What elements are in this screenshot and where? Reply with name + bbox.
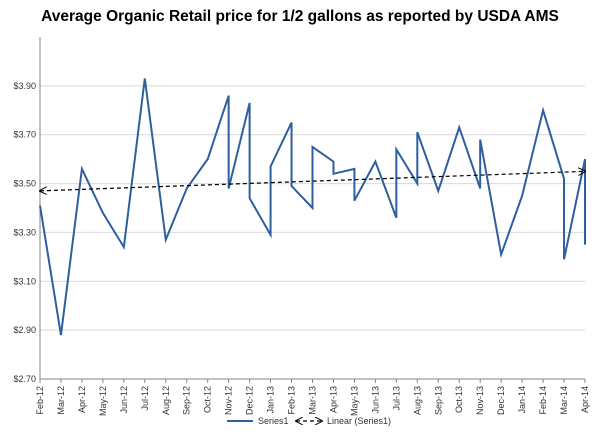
- x-tick-label: Jan-14: [517, 386, 527, 414]
- y-tick-label: $3.30: [13, 227, 36, 237]
- x-tick-label: Mar-12: [56, 386, 66, 415]
- y-tick-label: $2.90: [13, 325, 36, 335]
- x-tick-label: Feb-13: [287, 386, 297, 415]
- x-tick-label: Apr-13: [328, 386, 338, 413]
- x-tick-label: Jun-13: [370, 386, 380, 414]
- x-tick-label: Jun-12: [119, 386, 129, 414]
- y-tick-label: $3.90: [13, 81, 36, 91]
- series-lines: [39, 78, 586, 336]
- y-tick-label: $3.70: [13, 130, 36, 140]
- x-tick-label: May-12: [98, 386, 108, 416]
- y-tick-label: $3.50: [13, 179, 36, 189]
- x-tick-label: Mar-14: [559, 386, 569, 415]
- x-tick-label: Sep-12: [182, 386, 192, 415]
- x-tick-label: Dec-13: [496, 386, 506, 415]
- legend: Series1 Linear (Series1): [227, 416, 391, 426]
- x-tick-label: Nov-13: [475, 386, 485, 415]
- x-tick-label: Mar-13: [308, 386, 318, 415]
- series1-line: [39, 78, 586, 336]
- x-tick-label: May-13: [349, 386, 359, 416]
- x-tick-label: Nov-12: [224, 386, 234, 415]
- chart-title: Average Organic Retail price for 1/2 gal…: [41, 8, 559, 25]
- axes: [39, 37, 586, 383]
- x-axis-tick-labels: Feb-12 Mar-12 Apr-12 May-12 Jun-12 Jul-12 Aug-…: [35, 386, 590, 416]
- x-tick-label: Sep-13: [433, 386, 443, 415]
- x-tick-label: Feb-12: [35, 386, 45, 415]
- x-tick-label: Jan-13: [266, 386, 276, 414]
- x-tick-label: Jul-13: [391, 386, 401, 411]
- x-tick-label: Aug-13: [412, 386, 422, 415]
- x-tick-label: Jul-12: [140, 386, 150, 411]
- y-tick-label: $2.70: [13, 374, 36, 384]
- x-tick-label: Aug-12: [161, 386, 171, 415]
- y-tick-label: $3.10: [13, 276, 36, 286]
- x-tick-label: Apr-12: [77, 386, 87, 413]
- x-tick-label: Feb-14: [538, 386, 548, 415]
- y-axis-tick-labels: $2.70 $2.90 $3.10 $3.30 $3.50 $3.70 $3.90: [13, 81, 36, 384]
- x-tick-label: Oct-12: [203, 386, 213, 413]
- x-tick-label: Apr-14: [580, 386, 590, 413]
- x-tick-label: Dec-12: [245, 386, 255, 415]
- x-tick-label: Oct-13: [454, 386, 464, 413]
- gridlines: [40, 85, 585, 380]
- legend-series1-label: Series1: [258, 416, 289, 426]
- legend-trendline-label: Linear (Series1): [327, 416, 391, 426]
